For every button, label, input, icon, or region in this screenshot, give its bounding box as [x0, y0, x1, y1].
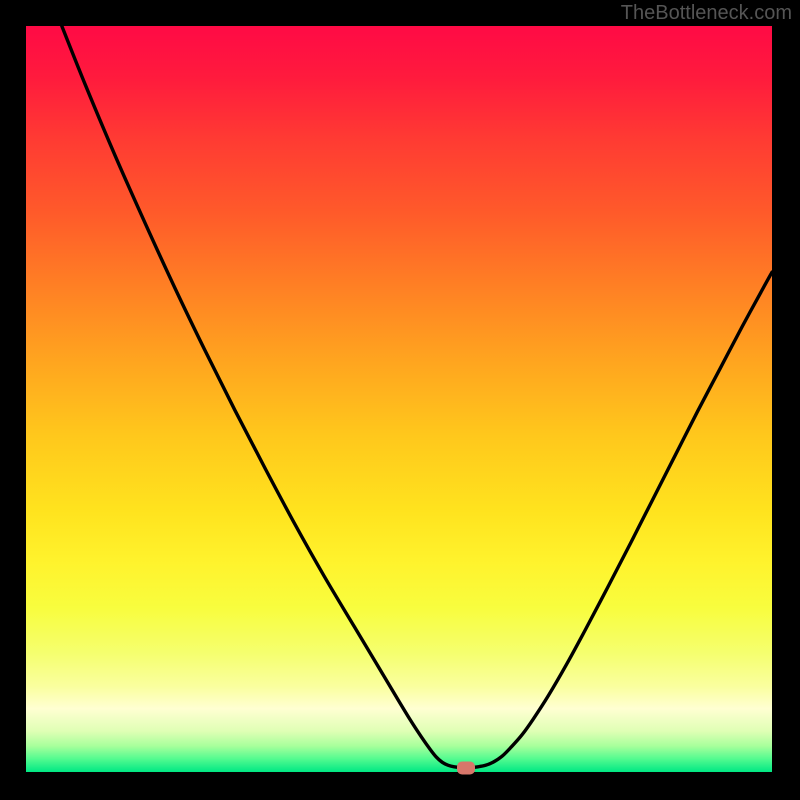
bottleneck-curve [26, 26, 772, 772]
watermark-text: TheBottleneck.com [621, 2, 792, 25]
chart-frame: TheBottleneck.com [0, 0, 800, 800]
plot-area [26, 26, 772, 772]
optimal-point-marker [457, 761, 475, 774]
